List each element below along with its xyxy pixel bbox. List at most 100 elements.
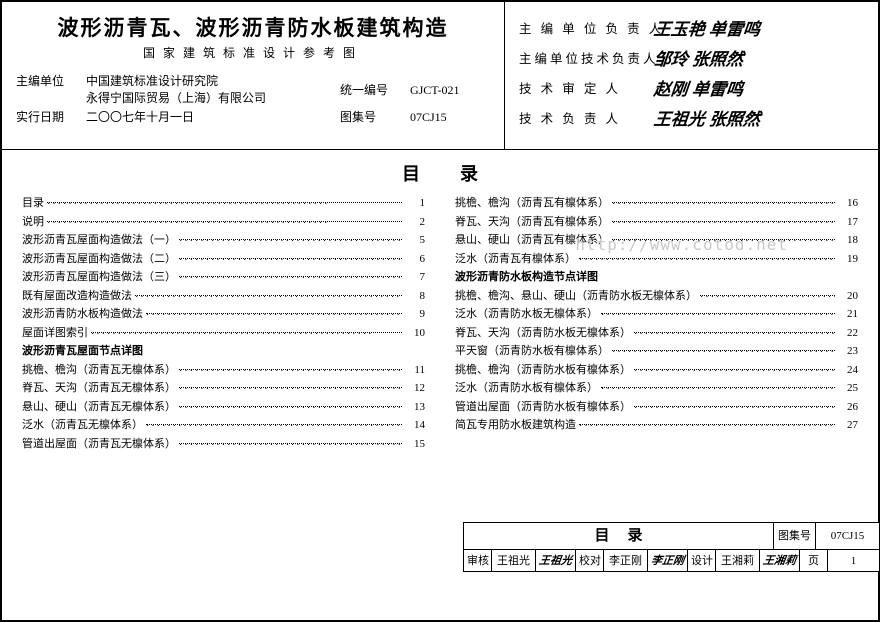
toc-entry-label: 泛水（沥青瓦无檩体系）: [22, 416, 143, 432]
toc-entry-page: 15: [405, 438, 425, 450]
signoff-label: 主 编 单 位 负 责 人: [519, 18, 654, 37]
toc-leader-dots: [700, 295, 835, 296]
tb-set-value: 07CJ15: [816, 523, 879, 549]
signoff-row: 主编单位技术负责人邹玲 张照然: [519, 42, 870, 72]
toc-entry: 泛水（沥青防水板无檩体系）21: [455, 305, 858, 324]
toc-entry-page: 24: [838, 364, 858, 376]
toc-entry-label: 说明: [22, 213, 44, 229]
tb-role-signature: 王祖光: [536, 550, 576, 571]
toc-entry-page: 26: [838, 401, 858, 413]
toc-entry: 脊瓦、天沟（沥青瓦有檩体系）17: [455, 213, 858, 232]
date-label: 实行日期: [16, 107, 86, 127]
toc-entry: 悬山、硬山（沥青瓦无檩体系） 13: [22, 398, 425, 417]
toc-entry-page: 12: [405, 382, 425, 394]
toc-entry-page: 7: [405, 271, 425, 283]
toc-entry: 波形沥青防水板构造做法 9: [22, 305, 425, 324]
set-value: 07CJ15: [410, 107, 490, 127]
toc-leader-dots: [612, 239, 835, 240]
toc-entry-label: 挑檐、檐沟、悬山、硬山（沥青防水板无檩体系）: [455, 287, 697, 303]
toc-entry-label: 挑檐、檐沟（沥青防水板有檩体系）: [455, 361, 631, 377]
toc-entry-label: 波形沥青瓦屋面构造做法（一）: [22, 231, 176, 247]
toc-leader-dots: [146, 424, 402, 425]
toc-leader-dots: [601, 313, 835, 314]
toc-entry-page: 21: [838, 308, 858, 320]
toc-entry: 波形沥青瓦屋面构造做法（三）7: [22, 268, 425, 287]
toc-entry-page: 2: [405, 216, 425, 228]
toc-entry-label: 脊瓦、天沟（沥青防水板无檩体系）: [455, 324, 631, 340]
signoff-signature: 王玉艳 单雷鸣: [653, 15, 762, 40]
toc-entry: 波形沥青瓦屋面构造做法（二） 6: [22, 250, 425, 269]
toc-leader-dots: [146, 313, 402, 314]
tb-set-label: 图集号: [774, 523, 816, 549]
toc-entry: 管道出屋面（沥青防水板有檩体系）26: [455, 398, 858, 417]
editor-unit-value: 中国建筑标准设计研究院 永得宁国际贸易（上海）有限公司: [86, 73, 340, 107]
toc-entry-label: 脊瓦、天沟（沥青瓦有檩体系）: [455, 213, 609, 229]
tb-role-label: 审核: [464, 550, 492, 571]
toc-entry-label: 悬山、硬山（沥青瓦有檩体系）: [455, 231, 609, 247]
signoff-row: 技 术 负 责 人王祖光 张照然: [519, 102, 870, 132]
toc-leader-dots: [47, 221, 402, 222]
toc-entry-page: 13: [405, 401, 425, 413]
toc-entry: 说明 2: [22, 213, 425, 232]
toc-leader-dots: [135, 295, 402, 296]
code-label: 统一编号: [340, 73, 410, 107]
toc-entry-page: 8: [405, 290, 425, 302]
header-left: 波形沥青瓦、波形沥青防水板建筑构造 国家建筑标准设计参考图 主编单位 实行日期 …: [2, 2, 505, 149]
main-title: 波形沥青瓦、波形沥青防水板建筑构造: [16, 12, 490, 42]
tb-role-name: 李正刚: [604, 550, 648, 571]
toc-section-heading: 波形沥青防水板构造节点详图: [455, 268, 858, 287]
toc-entry-page: 9: [405, 308, 425, 320]
toc-section-heading: 波形沥青瓦屋面节点详图: [22, 342, 425, 361]
code-value: GJCT-021: [410, 73, 490, 107]
info-grid: 主编单位 实行日期 中国建筑标准设计研究院 永得宁国际贸易（上海）有限公司 二〇…: [16, 73, 490, 127]
toc-leader-dots: [179, 369, 402, 370]
toc-entry: 挑檐、檐沟（沥青瓦有檩体系） 16: [455, 194, 858, 213]
toc-entry: 脊瓦、天沟（沥青防水板无檩体系） 22: [455, 324, 858, 343]
toc-entry: 悬山、硬山（沥青瓦有檩体系） 18: [455, 231, 858, 250]
tb-page-label: 页: [800, 550, 828, 571]
toc-leader-dots: [612, 221, 835, 222]
signoff-label: 技 术 审 定 人: [519, 78, 654, 97]
tb-role-label: 设计: [688, 550, 716, 571]
toc-entry: 挑檐、檐沟（沥青瓦无檩体系）11: [22, 361, 425, 380]
toc-entry-label: 波形沥青瓦屋面构造做法（二）: [22, 250, 176, 266]
toc-entry-label: 泛水（沥青防水板有檩体系）: [455, 379, 598, 395]
toc-leader-dots: [179, 276, 402, 277]
toc-entry-label: 简瓦专用防水板建筑构造: [455, 416, 576, 432]
signoff-signature: 赵刚 单雷鸣: [653, 75, 745, 100]
toc-entry-label: 挑檐、檐沟（沥青瓦有檩体系）: [455, 194, 609, 210]
toc-entry: 挑檐、檐沟、悬山、硬山（沥青防水板无檩体系）20: [455, 287, 858, 306]
toc-column-right: 挑檐、檐沟（沥青瓦有檩体系） 16 脊瓦、天沟（沥青瓦有檩体系）17悬山、硬山（沥青…: [455, 194, 858, 453]
toc-entry-label: 脊瓦、天沟（沥青瓦无檩体系）: [22, 379, 176, 395]
toc-entry-label: 悬山、硬山（沥青瓦无檩体系）: [22, 398, 176, 414]
editor-unit-label: 主编单位: [16, 73, 86, 107]
toc-entry-label: 波形沥青防水板构造做法: [22, 305, 143, 321]
toc-entry-label: 泛水（沥青瓦有檩体系）: [455, 250, 576, 266]
toc-area: 目录 http://www.cotod.net 目录1说明2波形沥青瓦屋面构造做…: [2, 150, 878, 570]
tb-role-signature: 王湘莉: [760, 550, 800, 571]
toc-entry-page: 16: [838, 197, 858, 209]
toc-entry: 既有屋面改造构造做法8: [22, 287, 425, 306]
toc-leader-dots: [579, 424, 835, 425]
signoff-signature: 王祖光 张照然: [653, 105, 762, 130]
tb-role-name: 王湘莉: [716, 550, 760, 571]
toc-leader-dots: [179, 239, 402, 240]
toc-entry-page: 11: [405, 364, 425, 376]
tb-page-value: 1: [828, 550, 879, 571]
toc-entry-page: 18: [838, 234, 858, 246]
toc-entry: 泛水（沥青瓦有檩体系）19: [455, 250, 858, 269]
toc-entry-page: 22: [838, 327, 858, 339]
toc-entry: 简瓦专用防水板建筑构造27: [455, 416, 858, 435]
signoff-row: 技 术 审 定 人赵刚 单雷鸣: [519, 72, 870, 102]
title-block: 目录 图集号 07CJ15 审核王祖光王祖光校对李正刚李正刚设计王湘莉王湘莉页1: [463, 522, 880, 572]
toc-entry-page: 23: [838, 345, 858, 357]
toc-entry-page: 6: [405, 253, 425, 265]
header-signoffs: 主 编 单 位 负 责 人王玉艳 单雷鸣主编单位技术负责人邹玲 张照然技 术 审…: [505, 2, 878, 149]
header-block: 波形沥青瓦、波形沥青防水板建筑构造 国家建筑标准设计参考图 主编单位 实行日期 …: [2, 2, 878, 150]
toc-entry: 脊瓦、天沟（沥青瓦无檩体系） 12: [22, 379, 425, 398]
toc-entry-page: 10: [405, 327, 425, 339]
drawing-frame: 波形沥青瓦、波形沥青防水板建筑构造 国家建筑标准设计参考图 主编单位 实行日期 …: [0, 0, 880, 622]
toc-leader-dots: [47, 202, 402, 203]
toc-leader-dots: [634, 332, 835, 333]
signoff-signature: 邹玲 张照然: [653, 45, 745, 70]
